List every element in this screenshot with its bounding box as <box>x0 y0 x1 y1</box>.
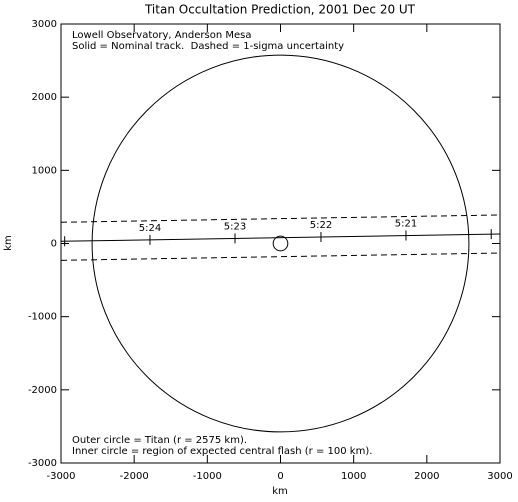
x-tick-label: 0 <box>277 471 283 482</box>
chart-title: Titan Occultation Prediction, 2001 Dec 2… <box>144 3 416 17</box>
annotation: Outer circle = Titan (r = 2575 km). <box>72 435 247 446</box>
time-label: 5:24 <box>139 223 161 234</box>
time-label: 5:21 <box>395 219 417 230</box>
y-tick-label: -1000 <box>28 312 57 323</box>
y-tick-label: -2000 <box>28 385 57 396</box>
x-tick-label: -1000 <box>193 471 222 482</box>
x-tick-label: 3000 <box>487 471 512 482</box>
track-line <box>60 214 501 223</box>
circle <box>91 54 470 433</box>
x-tick-label: 1000 <box>341 471 366 482</box>
y-tick-label: 2000 <box>32 92 57 103</box>
annotation: Lowell Observatory, Anderson Mesa <box>72 30 252 41</box>
y-tick-label: 0 <box>51 239 57 250</box>
annotation: Solid = Nominal track. Dashed = 1-sigma … <box>72 41 344 52</box>
time-label: 5:22 <box>310 220 332 231</box>
y-axis-label: km <box>3 235 14 251</box>
time-label: 5:23 <box>224 221 246 232</box>
x-tick-label: -3000 <box>46 471 75 482</box>
x-tick-label: -2000 <box>120 471 149 482</box>
y-tick-label: -3000 <box>28 458 57 469</box>
y-tick-label: 1000 <box>32 165 57 176</box>
circle <box>272 235 289 252</box>
x-tick-label: 2000 <box>414 471 439 482</box>
track-line <box>60 233 501 242</box>
track-line <box>60 252 501 261</box>
y-tick-label: 3000 <box>32 19 57 30</box>
x-axis-label: km <box>272 486 288 497</box>
annotation: Inner circle = region of expected centra… <box>72 446 372 457</box>
